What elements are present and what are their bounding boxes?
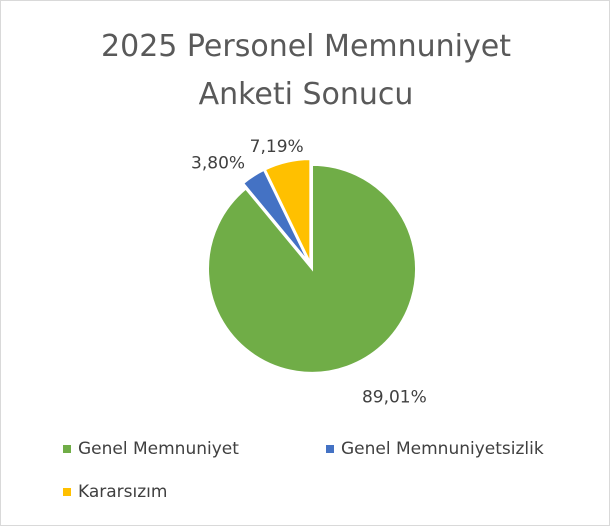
- legend-label: Genel Memnuniyet: [78, 439, 239, 459]
- legend-label: Kararsızım: [78, 482, 167, 502]
- legend-label: Genel Memnuniyetsizlik: [341, 439, 544, 459]
- legend-swatch: [63, 488, 71, 496]
- pie-slice: [263, 158, 312, 264]
- legend-swatch: [63, 445, 71, 453]
- data-label: 89,01%: [362, 388, 427, 408]
- pie-slice: [241, 168, 311, 265]
- data-label: 3,80%: [191, 153, 245, 173]
- legend-swatch: [326, 445, 334, 453]
- data-label: 7,19%: [250, 137, 304, 157]
- chart-title: 2025 Personel Memnuniyet Anketi Sonucu: [101, 29, 511, 112]
- pie-slice: [207, 163, 417, 374]
